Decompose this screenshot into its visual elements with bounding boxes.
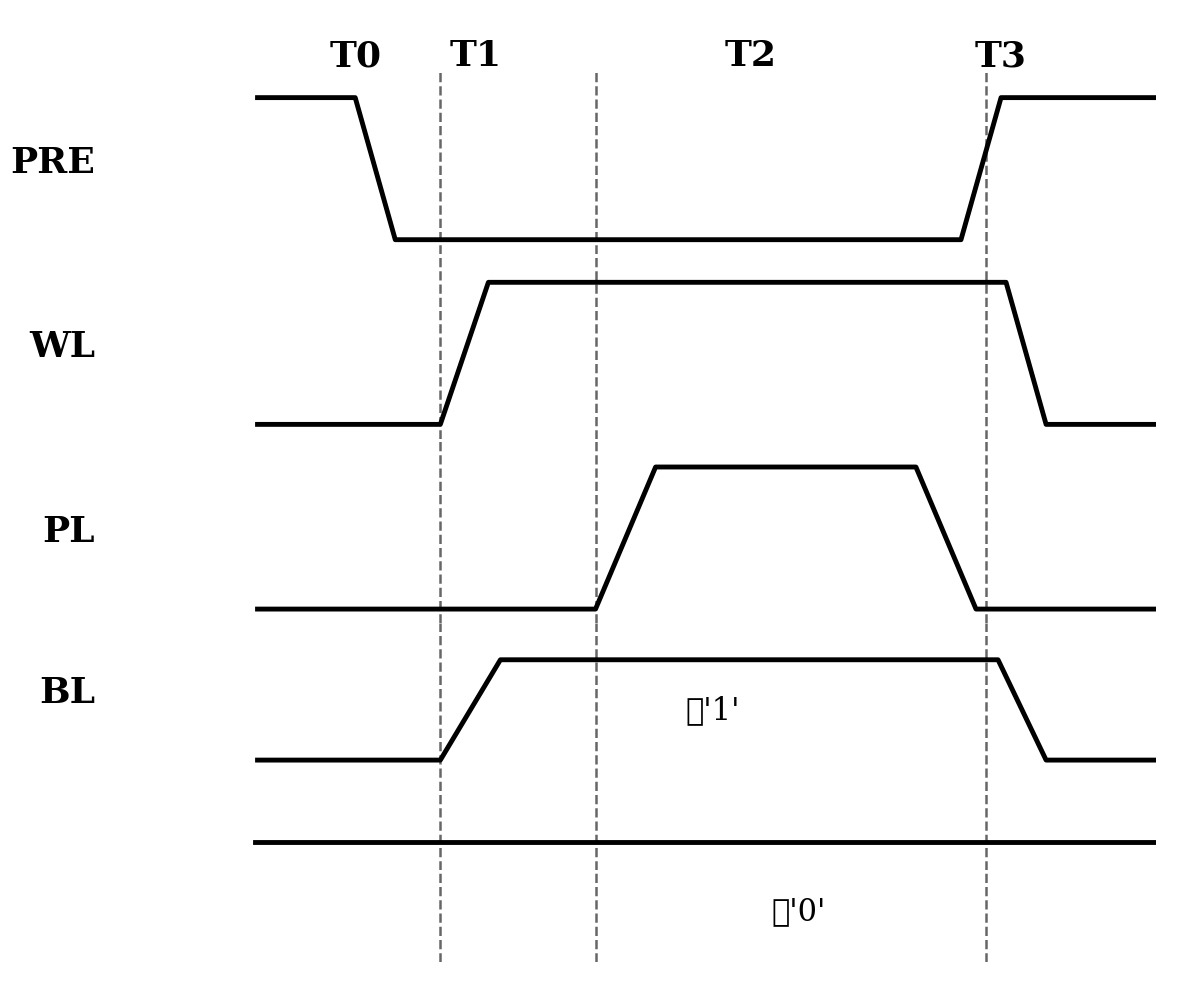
Text: 写'0': 写'0' xyxy=(771,896,826,927)
Text: T3: T3 xyxy=(975,39,1028,73)
Text: WL: WL xyxy=(29,330,95,364)
Text: PRE: PRE xyxy=(10,145,95,179)
Text: T0: T0 xyxy=(329,39,381,73)
Text: 写'1': 写'1' xyxy=(685,694,740,725)
Text: PL: PL xyxy=(43,514,95,548)
Text: BL: BL xyxy=(39,675,95,709)
Text: T1: T1 xyxy=(449,39,502,73)
Text: T2: T2 xyxy=(725,39,777,73)
